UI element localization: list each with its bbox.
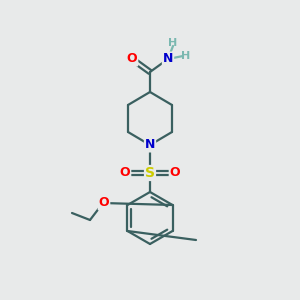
Text: O: O [120, 167, 130, 179]
Text: N: N [163, 52, 173, 65]
Text: S: S [145, 166, 155, 180]
Text: O: O [99, 196, 109, 209]
Text: O: O [127, 52, 137, 65]
Text: H: H [168, 38, 178, 48]
Text: H: H [182, 51, 190, 61]
Text: O: O [170, 167, 180, 179]
Text: N: N [145, 139, 155, 152]
